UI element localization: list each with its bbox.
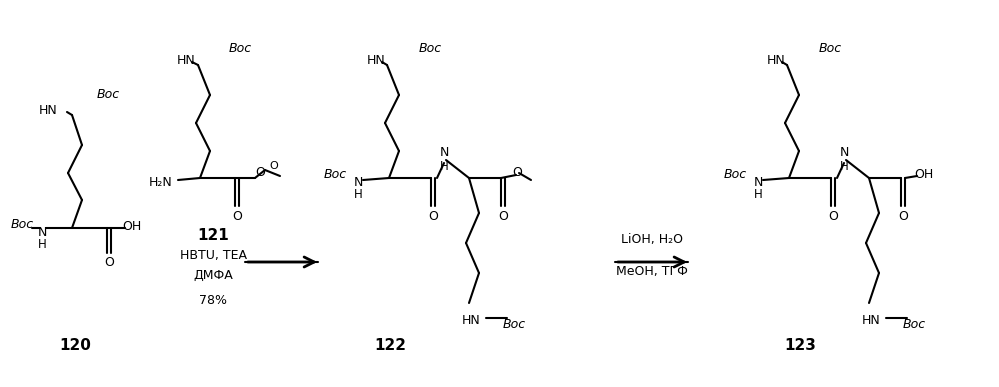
Text: 120: 120 — [59, 337, 91, 353]
Text: O: O — [104, 257, 114, 269]
Text: H: H — [440, 159, 449, 173]
Text: O: O — [428, 209, 438, 223]
Text: ДМФА: ДМФА — [193, 269, 233, 281]
Text: MeOH, ТГФ: MeOH, ТГФ — [616, 265, 688, 279]
Text: N: N — [753, 175, 762, 188]
Text: Boc: Boc — [724, 168, 747, 182]
Text: Boc: Boc — [419, 41, 442, 55]
Text: H₂N: H₂N — [149, 176, 173, 190]
Text: HBTU, TEA: HBTU, TEA — [180, 248, 247, 262]
Text: HN: HN — [861, 315, 880, 327]
Text: H: H — [839, 159, 848, 173]
Text: H: H — [354, 188, 363, 202]
Text: OH: OH — [914, 168, 934, 182]
Text: H: H — [38, 238, 46, 252]
Text: HN: HN — [766, 53, 785, 67]
Text: N: N — [839, 147, 849, 159]
Text: Boc: Boc — [229, 41, 252, 55]
Text: N: N — [354, 175, 363, 188]
Text: 121: 121 — [197, 228, 229, 243]
Text: 122: 122 — [374, 337, 406, 353]
Text: Boc: Boc — [818, 41, 841, 55]
Text: HN: HN — [39, 103, 58, 116]
Text: 123: 123 — [784, 337, 816, 353]
Text: Boc: Boc — [10, 219, 34, 231]
Text: OH: OH — [122, 219, 142, 233]
Text: HN: HN — [462, 315, 481, 327]
Text: Boc: Boc — [502, 319, 525, 332]
Text: N: N — [440, 147, 449, 159]
Text: H: H — [753, 188, 762, 202]
Text: N: N — [37, 226, 47, 238]
Text: Boc: Boc — [97, 89, 120, 101]
Text: O: O — [512, 166, 521, 180]
Text: O: O — [270, 161, 279, 171]
Text: LiOH, H₂O: LiOH, H₂O — [621, 233, 683, 247]
Text: O: O — [499, 209, 507, 223]
Text: HN: HN — [176, 53, 195, 67]
Text: O: O — [898, 209, 908, 223]
Text: O: O — [232, 209, 242, 223]
Text: O: O — [255, 166, 265, 180]
Text: O: O — [828, 209, 838, 223]
Text: Boc: Boc — [324, 168, 347, 182]
Text: Boc: Boc — [902, 319, 925, 332]
Text: HN: HN — [367, 53, 385, 67]
Text: 78%: 78% — [199, 293, 227, 307]
